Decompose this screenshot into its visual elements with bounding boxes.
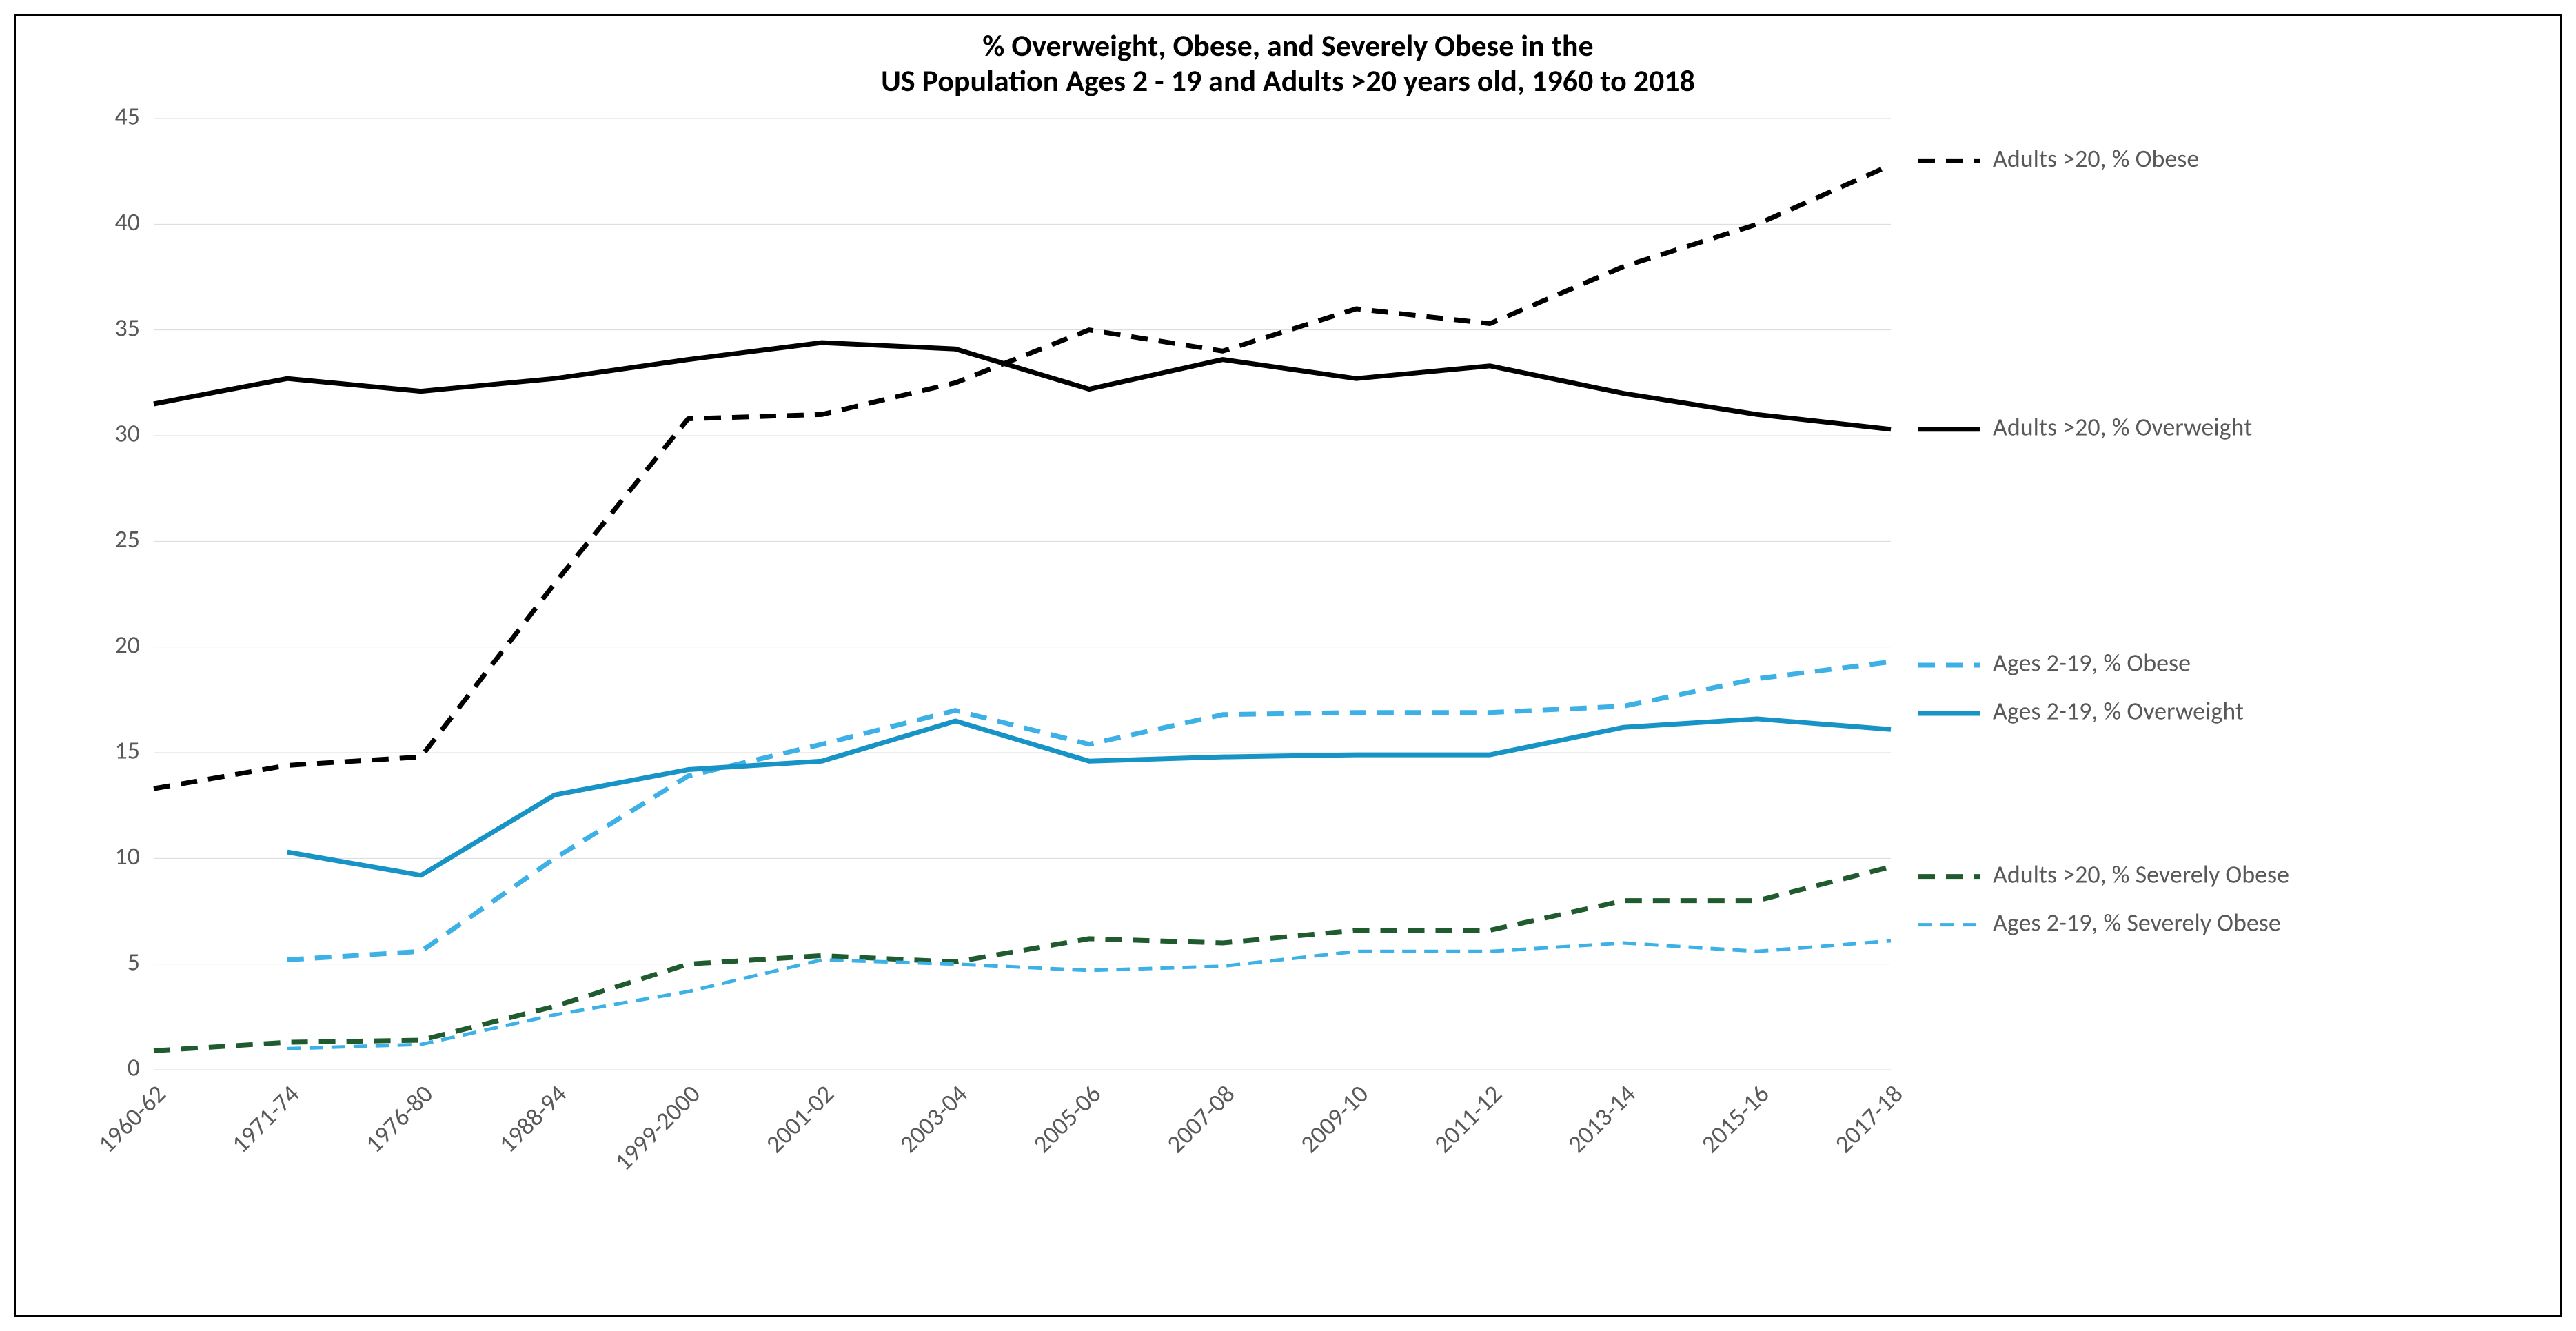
y-axis-label: 5	[128, 946, 140, 977]
series-line	[154, 165, 1891, 789]
svg-text:1988-94: 1988-94	[493, 1079, 573, 1159]
svg-text:1960-62: 1960-62	[92, 1079, 172, 1159]
x-axis-label: 1976-80	[359, 1079, 439, 1159]
legend-label: Adults >20, % Overweight	[1993, 412, 2252, 443]
svg-text:2013-14: 2013-14	[1561, 1079, 1641, 1159]
x-axis-label: 2005-06	[1027, 1079, 1107, 1159]
svg-text:2005-06: 2005-06	[1027, 1079, 1107, 1159]
svg-text:1971-74: 1971-74	[225, 1079, 305, 1159]
y-axis-label: 40	[115, 207, 141, 237]
x-axis-label: 2007-08	[1161, 1079, 1241, 1159]
svg-text:2015-16: 2015-16	[1695, 1079, 1775, 1159]
chart-outer: % Overweight, Obese, and Severely Obese …	[0, 0, 2576, 1331]
y-axis-label: 30	[115, 418, 141, 449]
y-axis-label: 35	[115, 312, 141, 343]
series-line	[154, 343, 1891, 429]
series-line	[154, 867, 1891, 1051]
y-axis-label: 0	[128, 1053, 140, 1083]
y-axis-label: 20	[115, 629, 141, 660]
y-axis-label: 10	[115, 841, 141, 871]
svg-text:2011-12: 2011-12	[1428, 1079, 1508, 1159]
chart-title: % Overweight, Obese, and Severely Obese …	[16, 16, 2560, 98]
y-axis-label: 45	[115, 101, 141, 132]
x-axis-label: 2015-16	[1695, 1079, 1775, 1159]
y-axis-label: 15	[115, 735, 141, 766]
y-axis-label: 25	[115, 524, 141, 554]
svg-text:1976-80: 1976-80	[359, 1079, 439, 1159]
legend-label: Ages 2-19, % Obese	[1993, 648, 2191, 678]
svg-text:2009-10: 2009-10	[1295, 1079, 1375, 1159]
x-axis-label: 1988-94	[493, 1079, 573, 1159]
x-axis-label: 2013-14	[1561, 1079, 1641, 1159]
svg-text:2001-02: 2001-02	[760, 1079, 840, 1159]
x-axis-label: 1971-74	[225, 1079, 305, 1159]
x-axis-label: 1999-2000	[609, 1079, 707, 1177]
x-axis-label: 2009-10	[1295, 1079, 1375, 1159]
svg-text:2003-04: 2003-04	[893, 1079, 973, 1159]
svg-text:2017-18: 2017-18	[1829, 1079, 1909, 1159]
chart-svg: 0 5 10 15 20 25 30 35 40 45 1960-62 1971-74 1976-80 1…	[16, 98, 2560, 1259]
x-axis-label: 2001-02	[760, 1079, 840, 1159]
x-axis-label: 2003-04	[893, 1079, 973, 1159]
chart-border: % Overweight, Obese, and Severely Obese …	[14, 14, 2562, 1317]
legend-label: Ages 2-19, % Overweight	[1993, 696, 2244, 727]
x-axis-label: 2017-18	[1829, 1079, 1909, 1159]
x-axis-label: 1960-62	[92, 1079, 172, 1159]
svg-text:1999-2000: 1999-2000	[609, 1079, 707, 1177]
svg-text:2007-08: 2007-08	[1161, 1079, 1241, 1159]
legend-label: Ages 2-19, % Severely Obese	[1993, 907, 2281, 937]
legend-label: Adults >20, % Obese	[1993, 143, 2199, 174]
series-line	[287, 941, 1891, 1048]
legend-label: Adults >20, % Severely Obese	[1993, 859, 2289, 889]
x-axis-label: 2011-12	[1428, 1079, 1508, 1159]
